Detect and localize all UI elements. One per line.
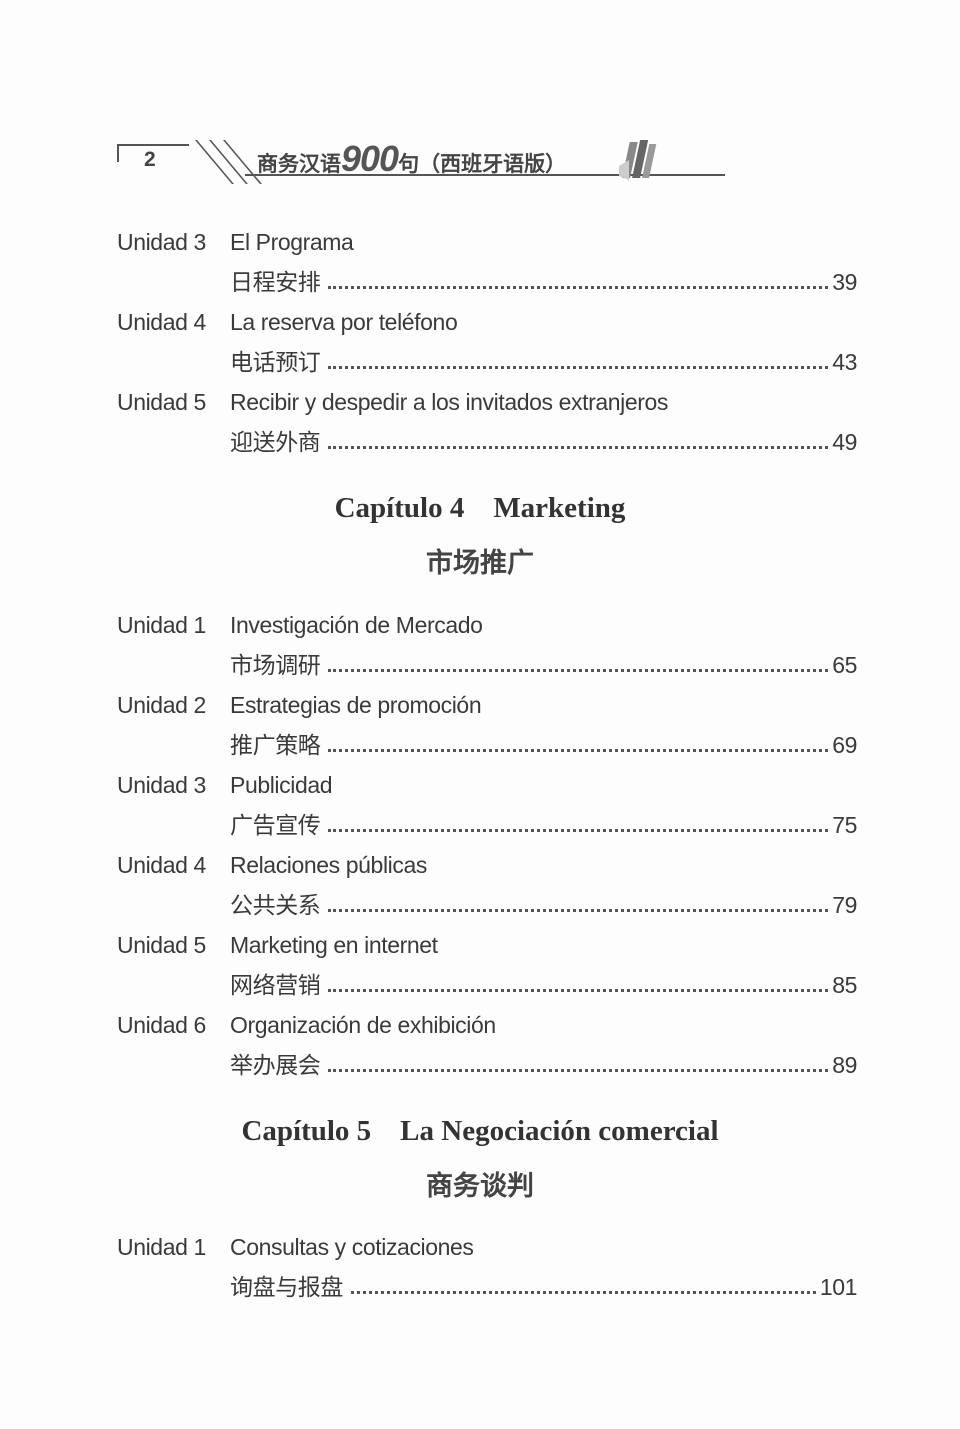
book-title-number: 900 [341,138,399,179]
toc-entry: Unidad 5 Recibir y despedir a los invita… [117,387,857,467]
unit-title-es: Marketing en internet [230,932,438,958]
book-title-suffix: 句（西班牙语版） [398,153,567,176]
unit-title-zh: 推广策略 [230,732,321,758]
unit-label: Unidad 4 [117,852,206,878]
header-bracket [117,144,189,162]
chapter-title-zh: 商务谈判 [426,1171,534,1201]
toc-entry: Unidad 5 Marketing en internet 网络营销 85 [117,930,857,1010]
leader-dots [328,669,829,672]
chapter-title: Capítulo 5 La Negociación comercial [241,1115,719,1147]
unit-zh-row: 询盘与报盘 101 [230,1272,857,1302]
unit-title-zh: 电话预订 [230,349,321,375]
toc-entry: Unidad 6 Organización de exhibición 举办展会… [117,1010,857,1090]
page-ref: 69 [832,732,857,758]
unit-label: Unidad 4 [117,309,206,335]
unit-title-es: Consultas y cotizaciones [230,1234,474,1260]
unit-zh-row: 市场调研 65 [230,650,857,680]
unit-title-zh: 日程安排 [230,269,321,295]
toc-entry: Unidad 4 Relaciones públicas 公共关系 79 [117,850,857,930]
page-ref: 75 [832,812,857,838]
unit-label: Unidad 3 [117,229,206,255]
unit-zh-row: 广告宣传 75 [230,810,857,840]
books-icon [619,140,657,180]
unit-label: Unidad 5 [117,389,206,415]
chapter-title: Capítulo 4 Marketing [334,492,626,524]
unit-title-zh: 询盘与报盘 [230,1274,344,1300]
toc-entry: Unidad 1 Consultas y cotizaciones 询盘与报盘 … [117,1232,857,1312]
leader-dots [328,989,829,992]
unit-title-es: Publicidad [230,772,333,798]
unit-title-zh: 广告宣传 [230,812,321,838]
leader-dots [328,1069,829,1072]
unit-label: Unidad 1 [117,1234,206,1260]
leader-dots [328,749,829,752]
page-ref: 49 [832,429,857,455]
toc-entry: Unidad 3 Publicidad 广告宣传 75 [117,770,857,850]
book-title: 商务汉语900句（西班牙语版） [257,138,566,180]
unit-label: Unidad 1 [117,612,206,638]
leader-dots [328,829,829,832]
unit-label: Unidad 6 [117,1012,206,1038]
unit-title-es: Recibir y despedir a los invitados extra… [230,389,668,415]
unit-label: Unidad 3 [117,772,206,798]
toc-entry: Unidad 1 Investigación de Mercado 市场调研 6… [117,610,857,690]
page-ref: 85 [832,972,857,998]
chapter-4-heading: Capítulo 4 Marketing 市场推广 [0,492,960,580]
page-ref: 101 [819,1274,858,1300]
unit-title-zh: 举办展会 [230,1052,321,1078]
page-ref: 89 [832,1052,857,1078]
leader-dots [351,1291,816,1294]
leader-dots [328,366,829,369]
running-header: 2 商务汉语900句（西班牙语版） [117,136,725,196]
page-ref: 43 [832,349,857,375]
chapter-5-heading: Capítulo 5 La Negociación comercial 商务谈判 [0,1115,960,1203]
chapter-title-zh: 市场推广 [426,548,534,578]
unit-zh-row: 网络营销 85 [230,970,857,1000]
unit-zh-row: 公共关系 79 [230,890,857,920]
unit-title-zh: 网络营销 [230,972,321,998]
unit-title-es: El Programa [230,229,354,255]
toc-entry: Unidad 3 El Programa 日程安排 39 [117,227,857,307]
unit-zh-row: 迎送外商 49 [230,427,857,457]
unit-title-es: Investigación de Mercado [230,612,483,638]
leader-dots [328,446,829,449]
unit-title-es: Organización de exhibición [230,1012,496,1038]
header-rule [245,174,725,176]
book-title-prefix: 商务汉语 [257,153,341,176]
page-number: 2 [144,148,156,171]
leader-dots [328,286,829,289]
unit-title-es: Relaciones públicas [230,852,427,878]
unit-zh-row: 举办展会 89 [230,1050,857,1080]
unit-title-zh: 市场调研 [230,652,321,678]
toc-entry: Unidad 2 Estrategias de promoción 推广策略 6… [117,690,857,770]
toc-entry: Unidad 4 La reserva por teléfono 电话预订 43 [117,307,857,387]
page-ref: 39 [832,269,857,295]
unit-zh-row: 推广策略 69 [230,730,857,760]
unit-zh-row: 电话预订 43 [230,347,857,377]
unit-title-es: Estrategias de promoción [230,692,482,718]
unit-label: Unidad 2 [117,692,206,718]
page-ref: 79 [832,892,857,918]
leader-dots [328,909,829,912]
page-ref: 65 [832,652,857,678]
unit-title-es: La reserva por teléfono [230,309,458,335]
unit-title-zh: 公共关系 [230,892,321,918]
unit-label: Unidad 5 [117,932,206,958]
unit-title-zh: 迎送外商 [230,429,321,455]
unit-zh-row: 日程安排 39 [230,267,857,297]
